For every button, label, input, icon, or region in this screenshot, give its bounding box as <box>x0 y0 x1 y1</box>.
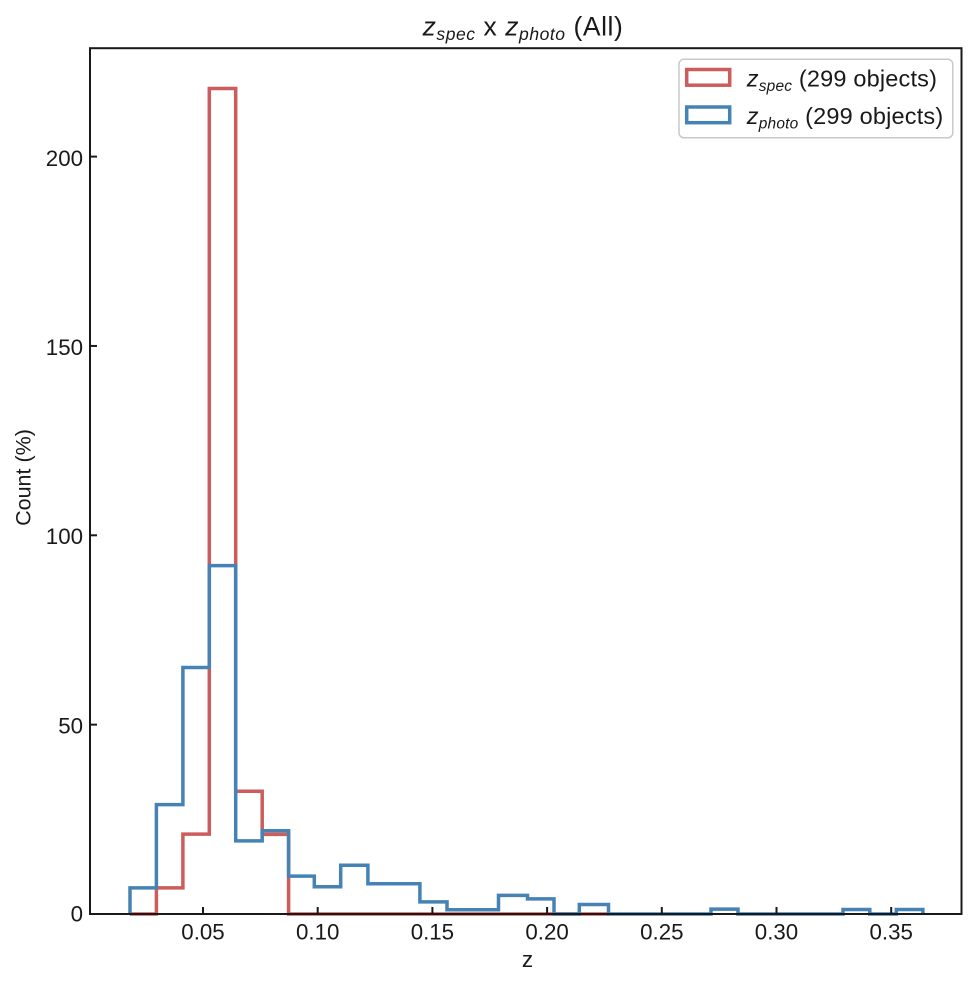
svg-text:zspec (299 objects): zspec (299 objects) <box>746 66 937 96</box>
svg-text:0.35: 0.35 <box>869 919 912 944</box>
svg-text:0.30: 0.30 <box>755 919 798 944</box>
svg-text:0.25: 0.25 <box>640 919 683 944</box>
svg-text:50: 50 <box>58 713 83 738</box>
svg-text:100: 100 <box>46 524 83 549</box>
svg-text:0.05: 0.05 <box>181 919 224 944</box>
svg-text:0.10: 0.10 <box>296 919 339 944</box>
svg-text:z: z <box>522 947 533 972</box>
svg-text:0.20: 0.20 <box>525 919 568 944</box>
svg-text:Count (%): Count (%) <box>12 429 36 526</box>
svg-text:zspec x zphoto (All): zspec x zphoto (All) <box>422 12 624 44</box>
svg-text:0.15: 0.15 <box>411 919 454 944</box>
svg-text:200: 200 <box>46 146 83 171</box>
svg-text:0: 0 <box>71 902 83 927</box>
svg-text:zphoto (299 objects): zphoto (299 objects) <box>746 103 944 133</box>
svg-text:150: 150 <box>46 335 83 360</box>
